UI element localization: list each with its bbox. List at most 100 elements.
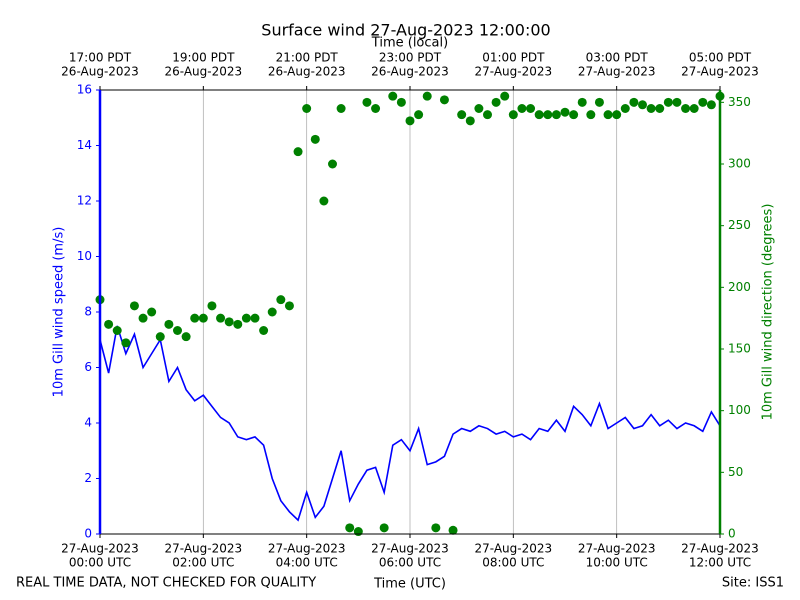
direction-dot [474,104,484,113]
y2-axis-label: 10m Gill wind direction (degrees) [761,204,776,421]
direction-dot [371,104,381,113]
direction-dot [405,116,415,126]
direction-dot [138,313,148,323]
y-tick-label: 10 [77,249,92,263]
x-tick-label: 27-Aug-2023 [475,542,553,556]
direction-dot [267,307,277,317]
y-tick-label: 6 [84,360,92,374]
direction-dot [646,104,656,113]
x2-axis-label: Time (local) [371,36,448,51]
direction-dot [104,319,114,329]
y2-tick-label: 300 [728,157,751,171]
y-tick-label: 4 [84,416,92,430]
direction-dot [353,527,363,537]
x-tick-label: 12:00 UTC [689,556,751,570]
x2-tick-label: 19:00 PDT [172,51,235,65]
direction-dot [551,110,561,120]
direction-dot [603,110,613,120]
direction-dot [198,313,208,323]
y2-tick-label: 150 [728,342,751,356]
direction-dot [224,317,234,327]
y-tick-label: 14 [77,138,92,152]
direction-dot [439,95,449,105]
x2-tick-label: 17:00 PDT [69,51,132,65]
x2-tick-label: 01:00 PDT [482,51,545,65]
x-tick-label: 27-Aug-2023 [371,542,449,556]
direction-dot [560,107,570,117]
direction-dot [448,525,458,535]
direction-dot [689,104,699,113]
x-tick-label: 27-Aug-2023 [61,542,139,556]
direction-dot [328,159,337,169]
direction-dot [379,523,389,533]
x2-tick-label: 26-Aug-2023 [61,65,139,79]
x-tick-label: 10:00 UTC [586,556,648,570]
direction-dot [629,97,639,107]
direction-dot [276,295,286,305]
y2-tick-label: 350 [728,95,751,109]
x-tick-label: 27-Aug-2023 [165,542,243,556]
x-tick-label: 04:00 UTC [276,556,338,570]
direction-dot [663,97,673,107]
x-tick-label: 06:00 UTC [379,556,441,570]
direction-dot [681,104,691,113]
y-tick-label: 12 [77,194,92,208]
y2-tick-label: 0 [728,527,736,541]
direction-dot [491,97,501,107]
y-tick-label: 0 [84,527,92,541]
x-tick-label: 02:00 UTC [172,556,234,570]
direction-dot [388,91,398,101]
direction-dot [112,326,122,335]
direction-dot [577,97,587,107]
direction-dot [241,313,251,323]
x2-tick-label: 05:00 PDT [689,51,752,65]
direction-dot [422,91,432,101]
x-tick-label: 27-Aug-2023 [681,542,759,556]
direction-dot [431,523,441,533]
direction-dot [543,110,553,120]
direction-dot [594,97,604,107]
x2-tick-label: 26-Aug-2023 [165,65,243,79]
y2-tick-label: 200 [728,280,751,294]
direction-dot [173,326,182,335]
direction-dot [500,91,510,101]
direction-dot [483,110,492,120]
direction-dot [672,97,682,107]
direction-dot [345,523,355,533]
x2-tick-label: 27-Aug-2023 [578,65,656,79]
x-tick-label: 00:00 UTC [69,556,131,570]
chart-title: Surface wind 27-Aug-2023 12:00:00 [261,21,550,40]
direction-dot [181,332,191,342]
direction-dot [465,116,475,126]
x2-tick-label: 21:00 PDT [276,51,339,65]
x-tick-label: 08:00 UTC [482,556,544,570]
direction-dot [190,313,200,323]
direction-dot [147,307,157,317]
direction-dot [129,301,139,311]
direction-dot [121,338,131,348]
x2-tick-label: 27-Aug-2023 [681,65,759,79]
direction-dot [620,104,630,113]
x-axis-label: Time (UTC) [373,577,446,592]
y-tick-label: 2 [84,471,92,485]
speed-line [99,325,721,522]
direction-dot [508,110,518,120]
direction-dot [612,110,622,120]
y2-tick-label: 250 [728,218,751,232]
direction-dot [706,100,716,110]
x2-tick-label: 26-Aug-2023 [268,65,346,79]
direction-dot [216,313,226,323]
x2-tick-label: 27-Aug-2023 [475,65,553,79]
direction-dot [302,104,312,113]
y2-tick-label: 50 [728,465,743,479]
direction-dot [207,301,217,311]
y-axis-label: 10m Gill wind speed (m/s) [52,227,67,398]
direction-dot [396,97,406,107]
direction-dot [250,313,260,323]
direction-dot [155,332,165,342]
direction-dot [259,326,269,335]
x-tick-label: 27-Aug-2023 [268,542,346,556]
direction-dot [362,97,372,107]
direction-dot [638,100,647,110]
direction-dot [310,134,320,144]
